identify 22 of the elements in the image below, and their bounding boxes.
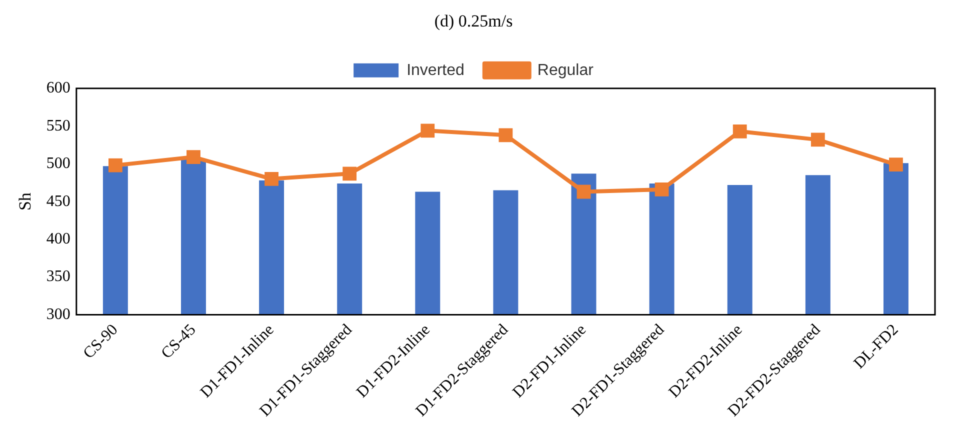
y-tick-label: 450 <box>46 192 70 210</box>
y-axis-title: Sh <box>16 192 35 211</box>
point <box>498 128 513 142</box>
y-tick-label: 500 <box>46 155 70 172</box>
chart-title: (d) 0.25m/s <box>434 12 513 31</box>
legend-label: Inverted <box>406 62 464 79</box>
point <box>732 124 747 138</box>
point <box>342 166 357 181</box>
point <box>576 184 591 199</box>
point <box>108 158 122 172</box>
point <box>889 158 903 172</box>
point <box>420 124 435 138</box>
point <box>264 172 278 186</box>
y-tick-label: 550 <box>46 117 70 134</box>
y-tick-label: 300 <box>46 306 70 323</box>
legend-label: Regular <box>537 62 594 79</box>
point <box>654 182 669 196</box>
y-tick-label: 600 <box>46 80 70 97</box>
y-tick-label: 350 <box>46 268 70 286</box>
y-tick-label: 400 <box>46 230 70 248</box>
point <box>186 150 200 164</box>
point <box>810 132 825 147</box>
